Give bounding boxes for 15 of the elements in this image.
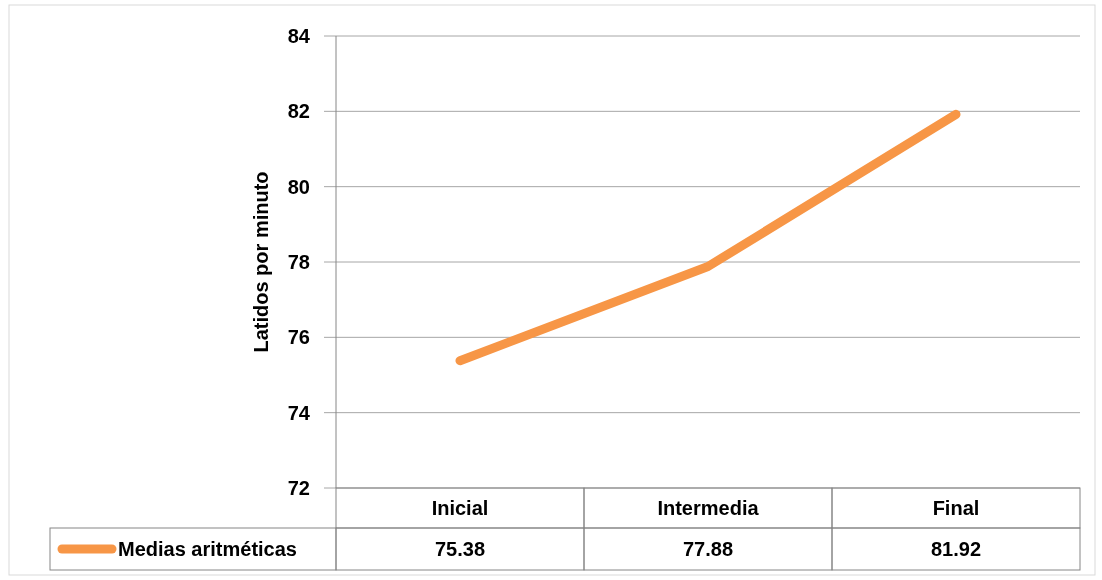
y-tick-label: 84 [287, 25, 311, 47]
x-tick-label: Inicial [431, 497, 489, 519]
legend-label: Medias aritméticas [118, 538, 297, 560]
y-axis-title: Latidos por minuto [250, 171, 272, 353]
y-tick-label: 74 [287, 401, 311, 424]
y-tick-label: 76 [287, 326, 310, 349]
x-tick-label: Final [932, 497, 980, 519]
y-tick-label: 78 [287, 251, 310, 273]
data-label: 75.38 [434, 538, 486, 560]
y-tick-label: 82 [287, 100, 310, 123]
data-label: 81.92 [930, 538, 982, 560]
x-tick-label: Intermedia [657, 497, 760, 519]
y-tick-label: 72 [287, 477, 310, 499]
y-tick-label: 80 [287, 175, 310, 198]
data-label: 77.88 [682, 538, 734, 560]
